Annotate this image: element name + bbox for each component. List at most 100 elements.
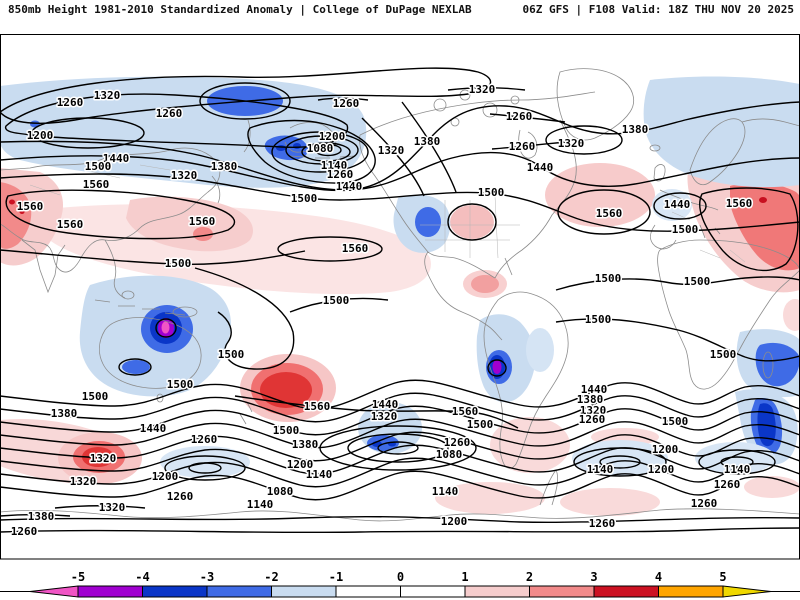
contour-label: 1320 xyxy=(70,475,97,488)
contour-label: 1500 xyxy=(585,313,612,326)
height-contours xyxy=(0,67,800,534)
contour-label: 1260 xyxy=(506,110,533,123)
contour-label: 1380 xyxy=(51,407,78,420)
contour-label: 1200 xyxy=(27,129,54,142)
contour-label: 1200 xyxy=(648,463,675,476)
contour-label: 1500 xyxy=(218,348,245,361)
contour-label: 1560 xyxy=(452,405,479,418)
contour-label: 1320 xyxy=(171,169,198,182)
contour-label: 1320 xyxy=(94,89,121,102)
contour-label: 1440 xyxy=(372,398,399,411)
height-contour-line xyxy=(0,457,800,488)
contour-label: 1440 xyxy=(336,180,363,193)
contour-label: 1380 xyxy=(28,510,55,523)
contour-label: 1320 xyxy=(99,501,126,514)
contour-label: 1260 xyxy=(509,140,536,153)
colorbar-segment xyxy=(206,585,272,598)
colorbar-segment xyxy=(142,585,208,598)
colorbar-segment xyxy=(464,585,530,598)
colorbar-tick-label: -5 xyxy=(71,570,85,584)
contour-label: 1140 xyxy=(321,159,348,172)
contour-label: 1320 xyxy=(378,144,405,157)
colorbar-tick-label: -1 xyxy=(329,570,343,584)
colorbar-right-arrow xyxy=(722,585,772,598)
contour-label: 1200 xyxy=(652,443,679,456)
contour-label: 1380 xyxy=(414,135,441,148)
contour-label: 1500 xyxy=(710,348,737,361)
contour-label: 1560 xyxy=(57,218,84,231)
contour-label: 1500 xyxy=(595,272,622,285)
contour-label: 1500 xyxy=(323,294,350,307)
contour-label: 1560 xyxy=(17,200,44,213)
height-contour-line xyxy=(0,431,800,462)
contour-label: 1500 xyxy=(684,275,711,288)
contour-label: 1260 xyxy=(191,433,218,446)
colorbar-tick-label: 0 xyxy=(397,570,404,584)
contour-label: 1320 xyxy=(469,83,496,96)
colorbar-segment xyxy=(529,585,595,598)
colorbar-tick-label: -4 xyxy=(135,570,149,584)
height-contour-line xyxy=(0,405,800,436)
contour-label: 1200 xyxy=(441,515,468,528)
contour-label: 1560 xyxy=(189,215,216,228)
colorbar-tick-label: -2 xyxy=(264,570,278,584)
contour-label: 1200 xyxy=(287,458,314,471)
contour-label: 1260 xyxy=(714,478,741,491)
contour-label: 1260 xyxy=(156,107,183,120)
contour-label: 1440 xyxy=(140,422,167,435)
contour-label: 1320 xyxy=(580,404,607,417)
colorbar-segment xyxy=(77,585,143,598)
contour-label: 1260 xyxy=(327,168,354,181)
contour-label: 1260 xyxy=(444,436,471,449)
product-title: 850mb Height 1981-2010 Standardized Anom… xyxy=(8,3,472,16)
contour-label: 1260 xyxy=(57,96,84,109)
colorbar-tick-label: 1 xyxy=(461,570,468,584)
contour-label: 1500 xyxy=(662,415,689,428)
contour-label: 1560 xyxy=(342,242,369,255)
colorbar-tick-label: 2 xyxy=(526,570,533,584)
colorbar-left-arrow xyxy=(29,585,79,598)
height-contour-line xyxy=(0,379,800,410)
colorbar-segment xyxy=(400,585,466,598)
contour-label: 1500 xyxy=(167,378,194,391)
contour-label: 1500 xyxy=(467,418,494,431)
height-contour-line xyxy=(0,444,800,475)
anomaly-shading xyxy=(0,76,800,516)
contour-label: 1500 xyxy=(478,186,505,199)
colorbar-segment xyxy=(271,585,337,598)
contour-label: 1200 xyxy=(152,470,179,483)
height-contour-line xyxy=(0,392,800,423)
height-contour-line xyxy=(0,470,800,501)
contour-label: 1320 xyxy=(558,137,585,150)
contour-label: 1500 xyxy=(672,223,699,236)
contour-label: 1500 xyxy=(273,424,300,437)
contour-label: 1500 xyxy=(291,192,318,205)
contour-label: 1380 xyxy=(577,393,604,406)
contour-label: 1380 xyxy=(622,123,649,136)
contour-label: 1500 xyxy=(82,390,109,403)
colorbar-tick-label: 3 xyxy=(590,570,597,584)
contour-label: 1320 xyxy=(90,452,117,465)
contour-labels: 1320126012001260144015001560132013801560… xyxy=(9,82,754,540)
contour-label: 1440 xyxy=(581,383,608,396)
colorbar-tick-label: -3 xyxy=(200,570,214,584)
contour-label: 1320 xyxy=(371,410,398,423)
contour-label: 1500 xyxy=(85,160,112,173)
contour-label: 1440 xyxy=(103,152,130,165)
colorbar: -5 -4 -3 -2 -1 0 1 2 3 4 5 xyxy=(0,570,800,598)
contour-label: 1440 xyxy=(664,198,691,211)
contour-label: 1080 xyxy=(307,142,334,155)
colorbar-tick-label: 4 xyxy=(655,570,662,584)
contour-label: 1560 xyxy=(596,207,623,220)
contour-label: 1560 xyxy=(83,178,110,191)
colorbar-segment xyxy=(658,585,724,598)
contour-label: 1260 xyxy=(589,517,616,530)
contour-label: 1140 xyxy=(432,485,459,498)
height-contour-line xyxy=(0,418,800,449)
contour-label: 1560 xyxy=(304,400,331,413)
contour-label: 1260 xyxy=(579,413,606,426)
contour-label: 1500 xyxy=(165,257,192,270)
contour-label: 1260 xyxy=(11,525,38,538)
